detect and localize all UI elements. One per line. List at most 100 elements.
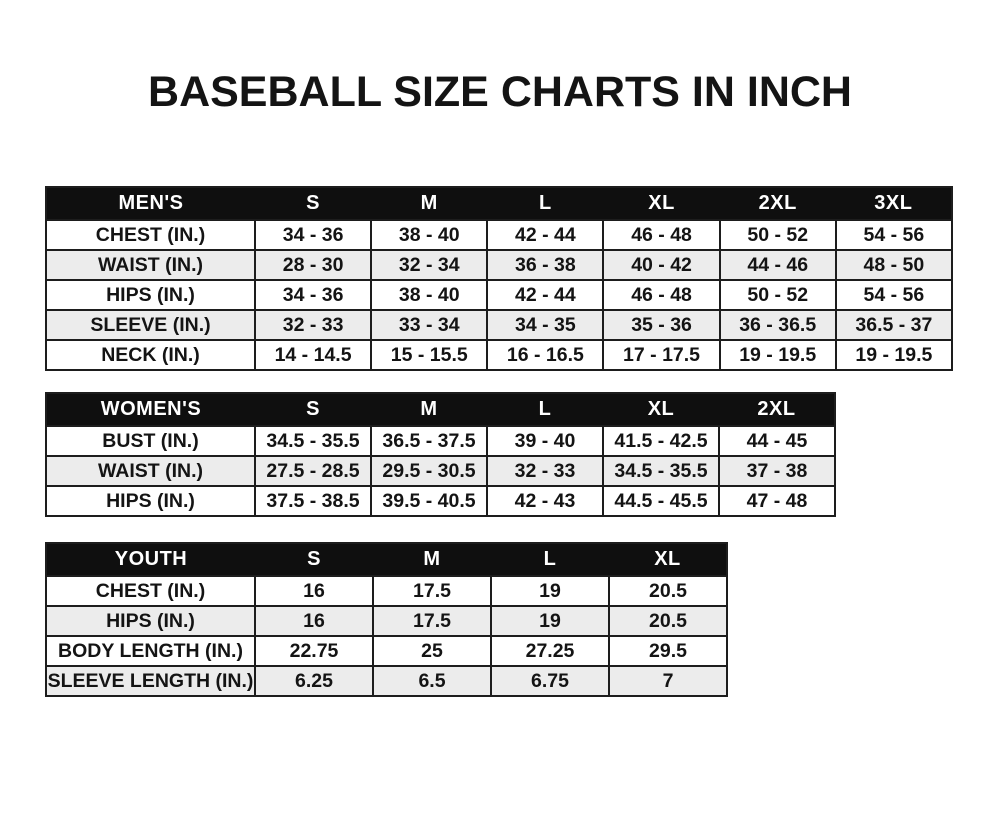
size-column-header: 3XL: [835, 187, 952, 221]
table-row: HIPS (IN.) 37.5 - 38.5 39.5 - 40.5 42 - 43 4…: [45, 485, 836, 517]
size-value-cell: 17 - 17.5: [602, 339, 721, 371]
table-row: WAIST (IN.) 27.5 - 28.5 29.5 - 30.5 32 - 33…: [45, 455, 836, 487]
size-value-cell: 6.5: [372, 665, 492, 697]
table-row: BUST (IN.) 34.5 - 35.5 36.5 - 37.5 39 - 40 4…: [45, 425, 836, 457]
size-value-cell: 25: [372, 635, 492, 667]
table-row: SLEEVE (IN.) 32 - 33 33 - 34 34 - 35 35 - 36…: [45, 309, 954, 341]
size-value-cell: 42 - 44: [486, 279, 605, 311]
size-value-cell: 46 - 48: [602, 279, 721, 311]
size-value-cell: 36.5 - 37.5: [370, 425, 488, 457]
size-value-cell: 38 - 40: [370, 219, 489, 251]
size-value-cell: 17.5: [372, 605, 492, 637]
mens-size-table: MEN'S S M L XL 2XL 3XL CHEST (IN.) 34 - 36 38 - 4…: [45, 186, 954, 371]
size-value-cell: 44.5 - 45.5: [602, 485, 720, 517]
measurement-label: HIPS (IN.): [45, 279, 256, 311]
size-value-cell: 34 - 36: [253, 279, 373, 311]
size-value-cell: 54 - 56: [834, 279, 954, 311]
size-chart-page: { "page": { "title": "BASEBALL SIZE CHAR…: [0, 70, 1000, 822]
size-value-cell: 6.75: [490, 665, 610, 697]
size-value-cell: 16: [254, 605, 374, 637]
size-value-cell: 19 - 19.5: [718, 339, 837, 371]
size-column-header: S: [255, 543, 373, 577]
size-value-cell: 33 - 34: [370, 309, 489, 341]
size-value-cell: 39 - 40: [486, 425, 604, 457]
page-title: BASEBALL SIZE CHARTS IN INCH: [148, 68, 852, 116]
size-value-cell: 38 - 40: [370, 279, 489, 311]
size-column-header: 2XL: [719, 187, 836, 221]
size-value-cell: 35 - 36: [602, 309, 721, 341]
size-column-header: XL: [609, 543, 727, 577]
size-value-cell: 27.5 - 28.5: [254, 455, 372, 487]
size-value-cell: 36 - 36.5: [718, 309, 837, 341]
size-value-cell: 37.5 - 38.5: [254, 485, 372, 517]
measurement-label: HIPS (IN.): [45, 605, 256, 637]
measurement-label: SLEEVE LENGTH (IN.): [45, 665, 256, 697]
size-charts-area: MEN'S S M L XL 2XL 3XL CHEST (IN.) 34 - 36 38 - 4…: [45, 186, 1000, 697]
size-value-cell: 34.5 - 35.5: [602, 455, 720, 487]
size-value-cell: 20.5: [608, 575, 728, 607]
size-value-cell: 54 - 56: [834, 219, 954, 251]
size-column-header: M: [373, 543, 491, 577]
size-value-cell: 29.5 - 30.5: [370, 455, 488, 487]
size-value-cell: 41.5 - 42.5: [602, 425, 720, 457]
table-row: BODY LENGTH (IN.) 22.75 25 27.25 29.5: [45, 635, 728, 667]
measurement-label: WAIST (IN.): [45, 455, 256, 487]
size-value-cell: 48 - 50: [834, 249, 954, 281]
size-value-cell: 28 - 30: [253, 249, 373, 281]
size-value-cell: 32 - 34: [370, 249, 489, 281]
size-value-cell: 29.5: [608, 635, 728, 667]
size-column-header: L: [487, 187, 604, 221]
size-value-cell: 19: [490, 575, 610, 607]
size-value-cell: 16: [254, 575, 374, 607]
size-value-cell: 27.25: [490, 635, 610, 667]
size-value-cell: 36.5 - 37: [834, 309, 954, 341]
size-value-cell: 50 - 52: [718, 219, 837, 251]
size-value-cell: 44 - 46: [718, 249, 837, 281]
size-value-cell: 19 - 19.5: [834, 339, 954, 371]
size-column-header: M: [371, 187, 488, 221]
size-value-cell: 15 - 15.5: [370, 339, 489, 371]
youth-size-table: YOUTH S M L XL CHEST (IN.) 16 17.5 19 20.5 HIPS (I…: [45, 542, 728, 697]
table-row: CHEST (IN.) 34 - 36 38 - 40 42 - 44 46 - 48 5…: [45, 219, 954, 251]
size-value-cell: 47 - 48: [718, 485, 836, 517]
size-value-cell: 17.5: [372, 575, 492, 607]
size-column-header: S: [255, 187, 372, 221]
size-column-header: M: [371, 393, 487, 427]
size-value-cell: 46 - 48: [602, 219, 721, 251]
size-value-cell: 37 - 38: [718, 455, 836, 487]
size-value-cell: 22.75: [254, 635, 374, 667]
measurement-label: HIPS (IN.): [45, 485, 256, 517]
size-value-cell: 19: [490, 605, 610, 637]
size-value-cell: 50 - 52: [718, 279, 837, 311]
measurement-label: WAIST (IN.): [45, 249, 256, 281]
measurement-label: NECK (IN.): [45, 339, 256, 371]
measurement-label: BUST (IN.): [45, 425, 256, 457]
size-value-cell: 42 - 43: [486, 485, 604, 517]
table-row: HIPS (IN.) 16 17.5 19 20.5: [45, 605, 728, 637]
measurement-label: CHEST (IN.): [45, 219, 256, 251]
size-value-cell: 34 - 36: [253, 219, 373, 251]
header-row: WOMEN'S S M L XL 2XL: [46, 393, 835, 427]
header-row: YOUTH S M L XL: [46, 543, 727, 577]
size-value-cell: 16 - 16.5: [486, 339, 605, 371]
measurement-label: BODY LENGTH (IN.): [45, 635, 256, 667]
size-value-cell: 40 - 42: [602, 249, 721, 281]
size-value-cell: 20.5: [608, 605, 728, 637]
header-row: MEN'S S M L XL 2XL 3XL: [46, 187, 952, 221]
size-value-cell: 36 - 38: [486, 249, 605, 281]
table-title-cell: YOUTH: [46, 543, 255, 577]
size-value-cell: 7: [608, 665, 728, 697]
measurement-label: SLEEVE (IN.): [45, 309, 256, 341]
size-column-header: S: [255, 393, 371, 427]
size-value-cell: 14 - 14.5: [253, 339, 373, 371]
size-column-header: XL: [603, 393, 719, 427]
measurement-label: CHEST (IN.): [45, 575, 256, 607]
size-column-header: XL: [603, 187, 720, 221]
table-title-cell: WOMEN'S: [46, 393, 255, 427]
size-value-cell: 32 - 33: [253, 309, 373, 341]
size-value-cell: 44 - 45: [718, 425, 836, 457]
table-row: CHEST (IN.) 16 17.5 19 20.5: [45, 575, 728, 607]
size-column-header: 2XL: [719, 393, 835, 427]
size-column-header: L: [491, 543, 609, 577]
size-column-header: L: [487, 393, 603, 427]
